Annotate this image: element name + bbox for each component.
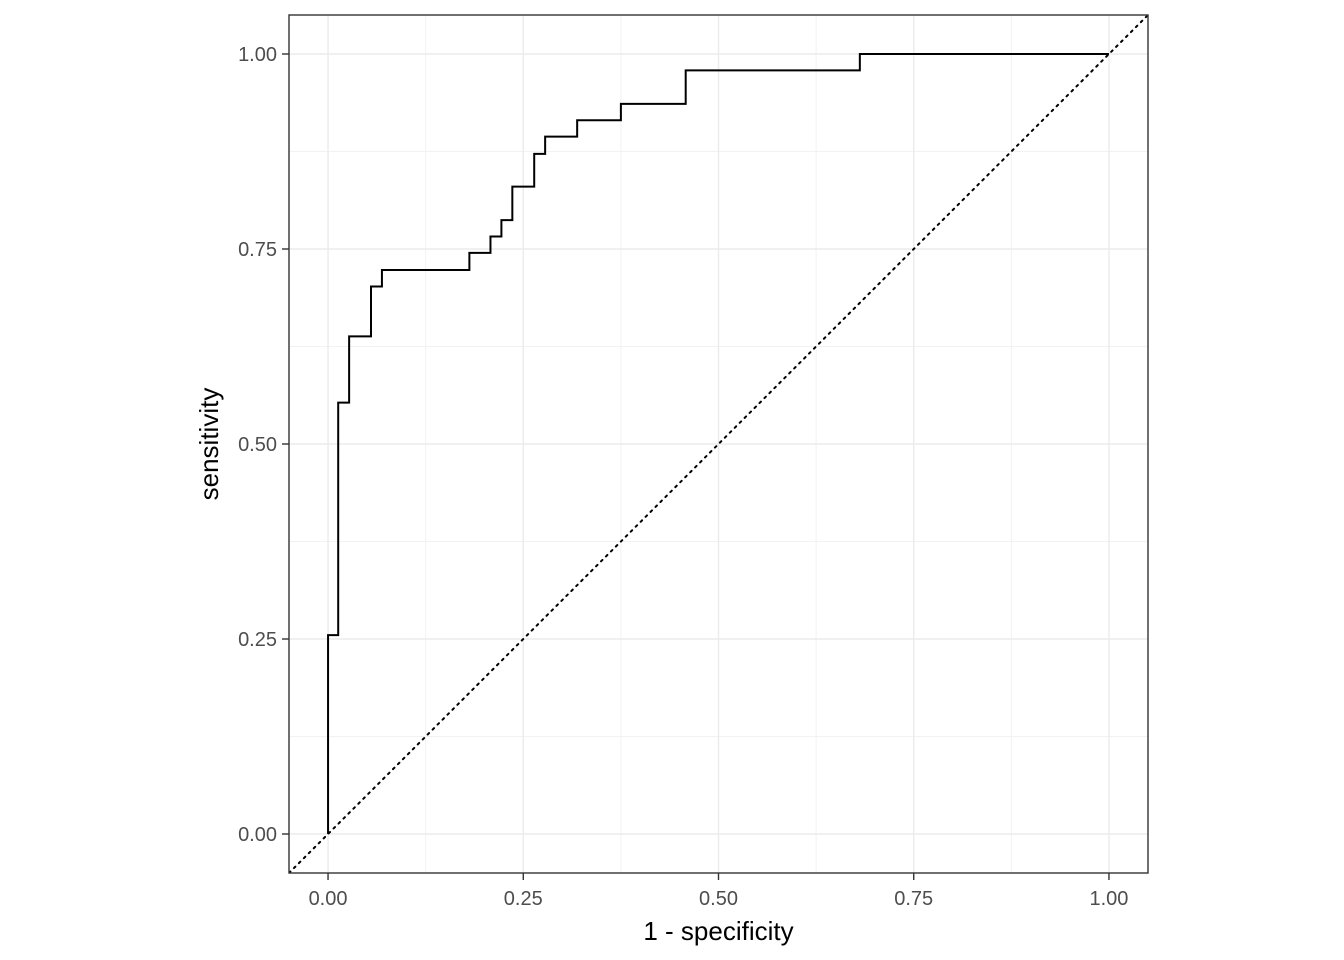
- x-tick-label: 0.50: [699, 888, 738, 910]
- y-axis-title: sensitivity: [194, 388, 224, 501]
- x-tick-label: 0.25: [504, 888, 543, 910]
- reference-diagonal-line: [289, 15, 1148, 873]
- x-tick-label: 1.00: [1089, 888, 1128, 910]
- y-tick-label: 0.75: [238, 239, 277, 261]
- x-axis-title: 1 - specificity: [643, 916, 793, 946]
- series-layer: [289, 15, 1148, 873]
- x-tick-label: 0.00: [309, 888, 348, 910]
- y-tick-label: 0.25: [238, 629, 277, 651]
- y-tick-label: 1.00: [238, 44, 277, 66]
- y-tick-label: 0.00: [238, 824, 277, 846]
- axes-layer: 0.00 0.25 0.50 0.75 1.00 0.00 0.25 0.50 0.75 1.00: [238, 44, 1128, 910]
- major-gridlines: [289, 15, 1148, 873]
- y-tick-label: 0.50: [238, 434, 277, 456]
- roc-curve-line: [327, 53, 1109, 834]
- x-tick-label: 0.75: [894, 888, 933, 910]
